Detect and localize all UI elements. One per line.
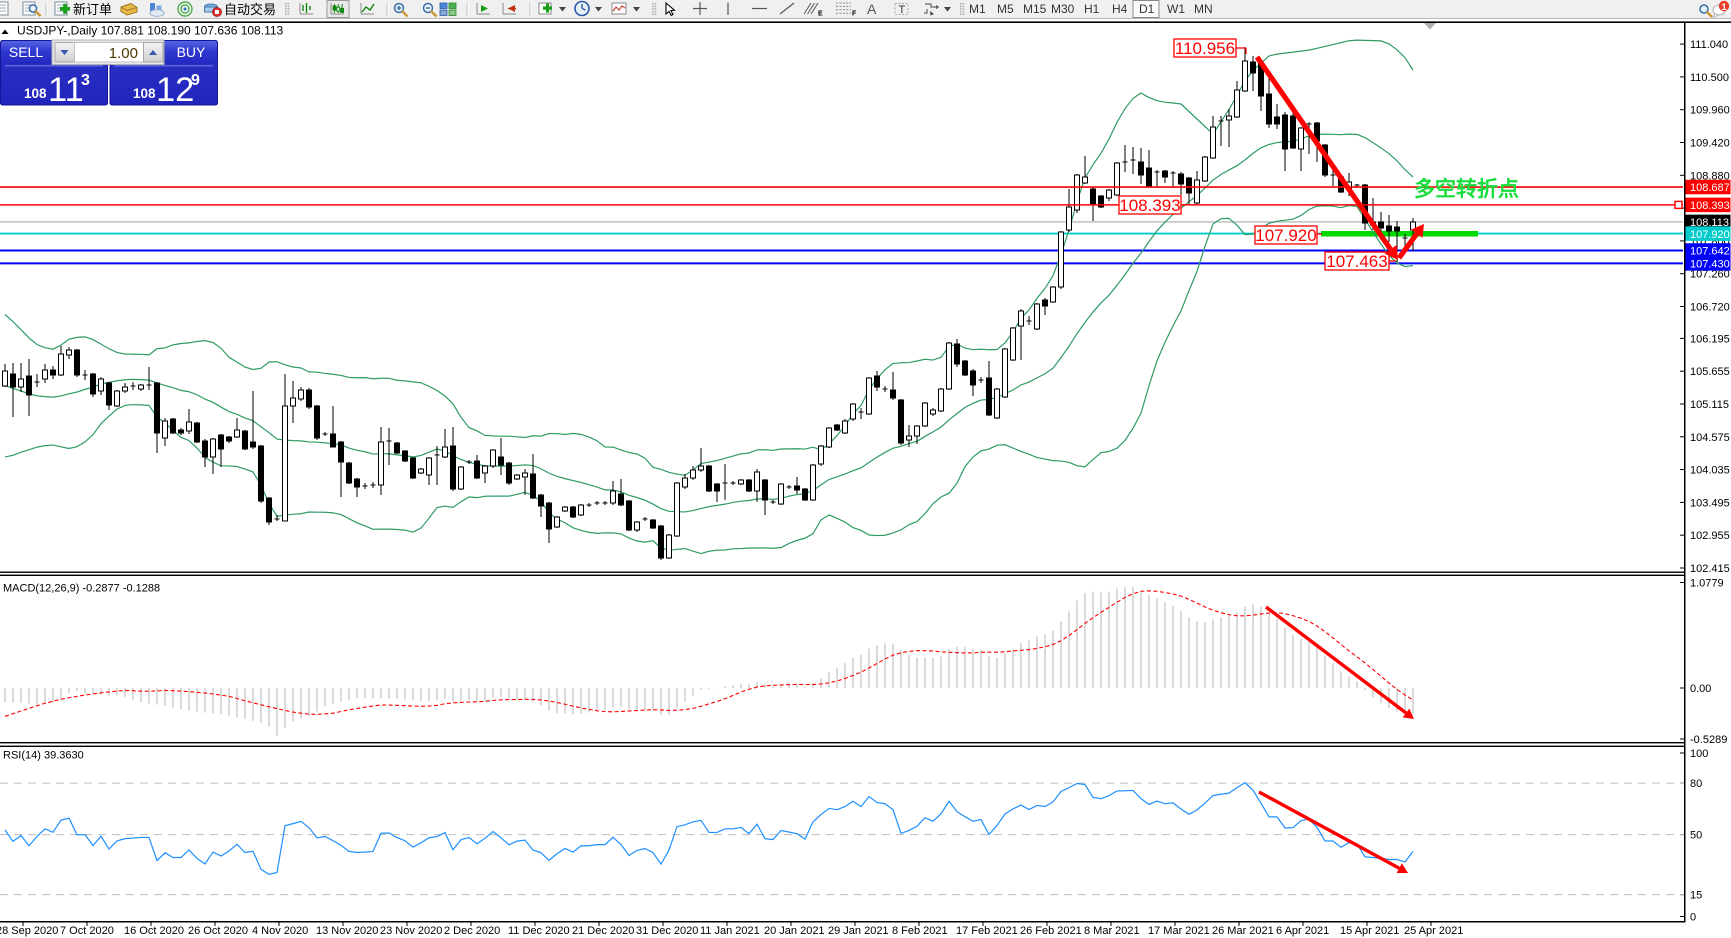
svg-text:107.920: 107.920 [1255, 226, 1316, 245]
svg-text:31 Dec 2020: 31 Dec 2020 [636, 925, 698, 937]
svg-text:108.393: 108.393 [1690, 200, 1730, 212]
svg-text:4 Nov 2020: 4 Nov 2020 [252, 925, 308, 937]
svg-text:2 Dec 2020: 2 Dec 2020 [444, 925, 500, 937]
svg-text:26 Feb 2021: 26 Feb 2021 [1020, 925, 1082, 937]
svg-text:110.956: 110.956 [1175, 39, 1235, 58]
svg-text:H1: H1 [1084, 2, 1100, 16]
svg-text:28 Sep 2020: 28 Sep 2020 [0, 925, 58, 937]
svg-text:108.113: 108.113 [1690, 217, 1729, 229]
svg-text:M1: M1 [969, 2, 986, 16]
svg-text:11 Jan 2021: 11 Jan 2021 [700, 925, 760, 937]
svg-text:107.463: 107.463 [1326, 252, 1387, 271]
svg-text:100: 100 [1690, 748, 1708, 760]
svg-text:108.687: 108.687 [1690, 182, 1730, 194]
svg-text:106.195: 106.195 [1690, 333, 1730, 345]
svg-text:RSI(14) 39.3630: RSI(14) 39.3630 [3, 750, 84, 762]
svg-text:108.880: 108.880 [1690, 170, 1730, 182]
svg-text:105.655: 105.655 [1690, 366, 1730, 378]
svg-text:自动交易: 自动交易 [224, 2, 276, 17]
svg-text:BUY: BUY [177, 44, 206, 60]
svg-text:17 Mar 2021: 17 Mar 2021 [1148, 925, 1210, 937]
svg-text:8 Feb 2021: 8 Feb 2021 [892, 925, 948, 937]
svg-text:T: T [899, 4, 906, 16]
svg-text:107.642: 107.642 [1690, 246, 1730, 258]
svg-text:107.260: 107.260 [1690, 269, 1730, 281]
svg-text:16 Oct 2020: 16 Oct 2020 [124, 925, 184, 937]
svg-text:50: 50 [1690, 830, 1702, 842]
svg-text:H4: H4 [1112, 2, 1128, 16]
svg-text:W1: W1 [1167, 2, 1185, 16]
svg-text:0: 0 [1690, 912, 1696, 924]
svg-text:26 Oct 2020: 26 Oct 2020 [188, 925, 248, 937]
svg-text:D1: D1 [1139, 2, 1155, 16]
svg-text:M5: M5 [997, 2, 1014, 16]
svg-text:12: 12 [156, 71, 194, 109]
svg-text:25 Apr 2021: 25 Apr 2021 [1404, 925, 1463, 937]
svg-text:102.955: 102.955 [1690, 530, 1730, 542]
svg-text:107.430: 107.430 [1690, 259, 1730, 271]
svg-text:多空转折点: 多空转折点 [1414, 177, 1519, 201]
svg-text:26 Mar 2021: 26 Mar 2021 [1212, 925, 1274, 937]
svg-text:17 Feb 2021: 17 Feb 2021 [956, 925, 1018, 937]
svg-text:新订单: 新订单 [73, 2, 112, 17]
svg-text:6 Apr 2021: 6 Apr 2021 [1276, 925, 1329, 937]
svg-text:104.575: 104.575 [1690, 432, 1730, 444]
svg-text:29 Jan 2021: 29 Jan 2021 [828, 925, 889, 937]
svg-text:109.420: 109.420 [1690, 137, 1730, 149]
svg-text:111.040: 111.040 [1690, 39, 1728, 51]
svg-text:F: F [852, 11, 857, 18]
svg-text:103.495: 103.495 [1690, 497, 1730, 509]
svg-text:7 Oct 2020: 7 Oct 2020 [60, 925, 114, 937]
svg-text:109.960: 109.960 [1690, 105, 1730, 117]
svg-text:MACD(12,26,9) -0.2877 -0.1288: MACD(12,26,9) -0.2877 -0.1288 [3, 583, 160, 595]
svg-text:11 Dec 2020: 11 Dec 2020 [508, 925, 570, 937]
svg-text:1: 1 [1721, 2, 1727, 13]
svg-text:3: 3 [81, 72, 90, 89]
svg-text:E: E [818, 11, 823, 18]
svg-text:SELL: SELL [9, 44, 43, 60]
svg-text:USDJPY-,Daily 107.881 108.190: USDJPY-,Daily 107.881 108.190 107.636 10… [17, 24, 284, 38]
svg-text:0.00: 0.00 [1690, 683, 1711, 695]
svg-text:104.035: 104.035 [1690, 465, 1730, 477]
svg-text:15 Apr 2021: 15 Apr 2021 [1340, 925, 1399, 937]
svg-text:23 Nov 2020: 23 Nov 2020 [380, 925, 442, 937]
svg-text:11: 11 [48, 71, 84, 109]
svg-text:80: 80 [1690, 778, 1702, 790]
svg-text:13 Nov 2020: 13 Nov 2020 [316, 925, 378, 937]
svg-text:21 Dec 2020: 21 Dec 2020 [572, 925, 634, 937]
svg-text:8 Mar 2021: 8 Mar 2021 [1084, 925, 1140, 937]
svg-text:1.00: 1.00 [109, 45, 138, 62]
svg-text:108: 108 [133, 86, 156, 101]
svg-text:MN: MN [1194, 2, 1213, 16]
svg-text:9: 9 [191, 72, 200, 89]
svg-text:20 Jan 2021: 20 Jan 2021 [764, 925, 825, 937]
svg-text:M30: M30 [1051, 2, 1075, 16]
svg-text:108: 108 [24, 86, 47, 101]
svg-text:105.115: 105.115 [1690, 399, 1729, 411]
svg-text:M15: M15 [1023, 2, 1047, 16]
svg-text:A: A [867, 1, 877, 17]
svg-text:1.0779: 1.0779 [1690, 578, 1724, 590]
svg-text:106.720: 106.720 [1690, 301, 1730, 313]
svg-text:102.415: 102.415 [1690, 563, 1730, 575]
svg-text:15: 15 [1690, 890, 1702, 902]
svg-text:110.500: 110.500 [1690, 72, 1729, 84]
svg-text:107.920: 107.920 [1690, 229, 1730, 241]
svg-text:-0.5289: -0.5289 [1690, 734, 1727, 746]
svg-text:108.393: 108.393 [1119, 196, 1180, 215]
